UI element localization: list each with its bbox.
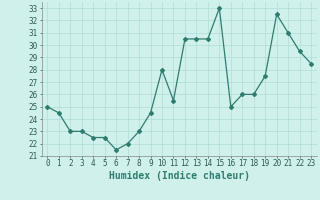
X-axis label: Humidex (Indice chaleur): Humidex (Indice chaleur) (109, 171, 250, 181)
